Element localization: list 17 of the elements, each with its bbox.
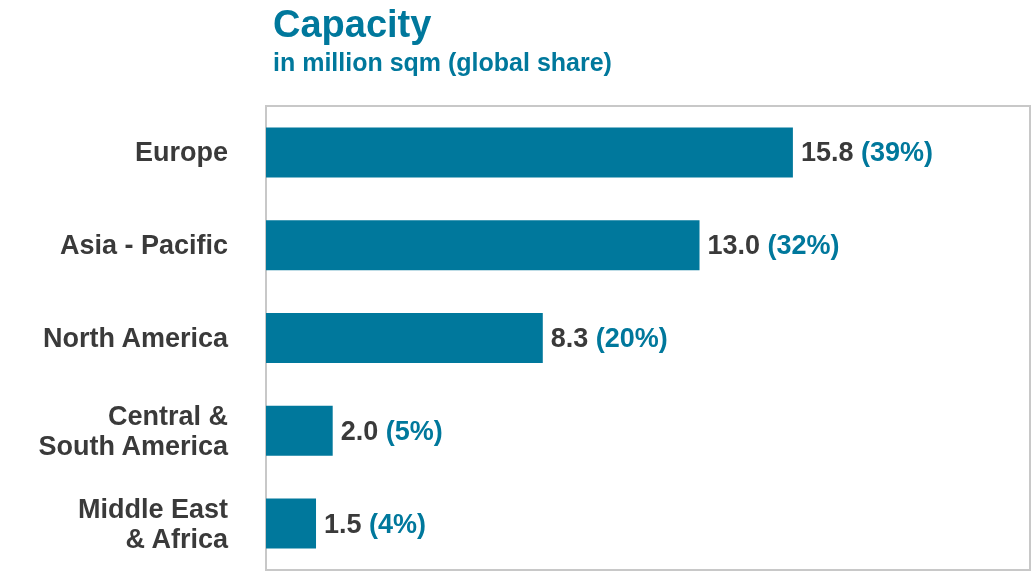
chart-title: Capacity [273, 3, 432, 45]
chart-subtitle: in million sqm (global share) [273, 47, 612, 76]
bar [266, 220, 700, 271]
y-tick-label: Asia - Pacific [59, 230, 228, 261]
data-label: 8.3 (20%) [550, 323, 668, 353]
y-tick-label: Central & South America [38, 400, 229, 461]
bar [266, 405, 333, 456]
data-label: 13.0 (32%) [707, 230, 840, 261]
data-label: 1.5 (4%) [324, 508, 427, 539]
data-label: 2.0 (5%) [340, 415, 443, 446]
bar [266, 313, 543, 363]
data-label: 15.8 (39%) [800, 137, 933, 168]
bar [266, 127, 793, 178]
y-tick-label: Middle East & Africa [77, 493, 229, 554]
y-tick-label: North America [42, 323, 229, 353]
y-tick-label: Europe [134, 137, 228, 168]
bar [266, 498, 317, 549]
